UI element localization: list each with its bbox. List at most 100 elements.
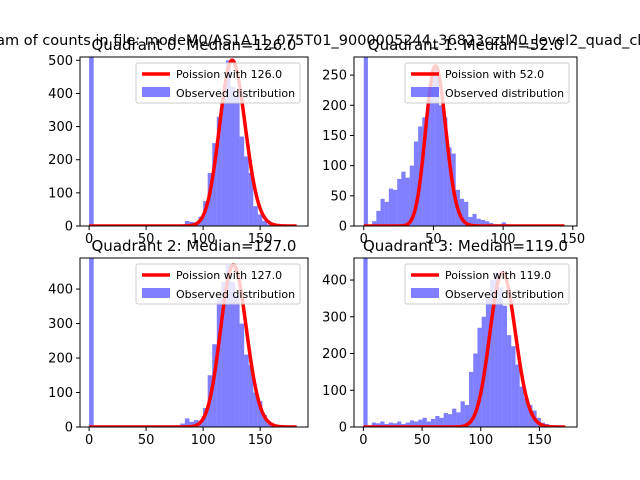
histogram-bar [528, 404, 533, 427]
histogram-bar [376, 423, 381, 427]
histogram-bar [485, 298, 491, 427]
histogram-bar [413, 141, 419, 226]
legend-observed-label: Observed distribution [445, 288, 564, 301]
histogram-bar [426, 421, 431, 427]
histogram-bar [371, 422, 377, 427]
histogram-bar [464, 404, 470, 427]
histogram-bar [189, 421, 194, 427]
axes-frame [79, 56, 309, 227]
histogram-bar [266, 423, 272, 427]
legend-box [404, 263, 570, 305]
poisson-curve [88, 58, 298, 226]
x-tick-label: 150 [248, 433, 273, 448]
histogram-bar [244, 354, 249, 427]
legend-observed-label: Observed distribution [176, 288, 295, 301]
x-tick-label: 100 [191, 232, 216, 247]
histogram-bar [523, 397, 529, 427]
histogram-bar [434, 66, 440, 226]
histogram-bar [230, 282, 236, 427]
subplot-quadrant-2: 0 50 100 150 0 100 200 300 400 Quadrant 2: Median… [48, 237, 309, 448]
subplot-title: Quadrant 1: Median=52.0 [368, 36, 563, 54]
histogram-bar [184, 418, 190, 427]
y-tick-label: 0 [65, 421, 73, 436]
histogram-bar [397, 421, 402, 427]
histogram-bar [511, 346, 516, 427]
y-tick-label: 500 [48, 54, 73, 69]
histogram-bar [393, 189, 398, 226]
histogram-bar [422, 117, 427, 226]
histogram-bar [401, 171, 406, 226]
x-tick-label: 50 [138, 433, 155, 448]
x-tick-label: 0 [85, 232, 93, 247]
subplot-title: Quadrant 2: Median=127.0 [92, 237, 297, 255]
histogram-bar [515, 364, 520, 427]
x-tick-label: 100 [468, 433, 493, 448]
histogram-bar [235, 295, 240, 427]
legend-observed-swatch [142, 87, 170, 97]
histogram-bar [230, 86, 236, 226]
histogram-bar [266, 224, 272, 226]
histogram-bar [435, 415, 440, 427]
x-tick-label: 150 [248, 232, 273, 247]
x-tick-label: 100 [191, 433, 216, 448]
legend-box [404, 62, 570, 104]
histogram-bar [225, 60, 231, 226]
x-tick-label: 50 [138, 232, 155, 247]
histogram-bar [472, 213, 477, 226]
histogram-bar [409, 420, 415, 427]
histogram-bar [501, 222, 506, 226]
legend-observed-swatch [411, 87, 439, 97]
histogram-bar [392, 423, 398, 427]
axes-frame [353, 56, 578, 227]
histogram-bar [426, 99, 431, 226]
legend-poisson-label: Poission with 127.0 [176, 269, 282, 282]
axes-frame [79, 257, 309, 428]
histogram-bar [460, 401, 465, 427]
histogram-bar [216, 299, 222, 427]
histogram-bar [212, 143, 217, 226]
histogram-bar [405, 177, 410, 226]
histogram-bar [468, 216, 473, 226]
histogram-bar [447, 147, 452, 226]
histogram-bar [257, 214, 263, 226]
x-tick-label: 50 [425, 232, 442, 247]
y-tick-label: 400 [48, 283, 73, 298]
histogram-bar [439, 105, 444, 226]
histogram-bar [490, 280, 495, 427]
y-tick-label: 400 [48, 87, 73, 102]
y-tick-label: 300 [322, 310, 347, 325]
legend-poisson-label: Poission with 126.0 [176, 68, 282, 81]
histogram-bar [253, 392, 258, 427]
y-tick-label: 300 [48, 120, 73, 135]
histogram-bar [477, 327, 482, 427]
x-tick-label: 0 [359, 433, 367, 448]
histogram-bar [452, 408, 457, 427]
histogram-bar [443, 413, 448, 427]
y-tick-label: 0 [65, 220, 73, 235]
y-tick-label: 200 [322, 347, 347, 362]
histogram-bar [380, 198, 385, 226]
histogram-bar [244, 156, 249, 226]
histogram-bar [519, 386, 524, 427]
x-tick-label: 150 [527, 433, 552, 448]
y-tick-label: 100 [322, 159, 347, 174]
legend-poisson-label: Poission with 52.0 [445, 68, 544, 81]
histogram-bar [430, 69, 435, 226]
y-tick-label: 200 [48, 153, 73, 168]
histogram-bar [473, 353, 478, 427]
axes-frame [353, 257, 578, 428]
histogram-bar [439, 417, 444, 427]
histogram-bar [372, 221, 377, 226]
histogram-bar [221, 98, 226, 226]
y-tick-label: 300 [48, 317, 73, 332]
histogram-bar [262, 221, 267, 226]
histogram-bar [262, 414, 267, 427]
x-tick-label: 0 [85, 433, 93, 448]
x-tick-label: 100 [491, 232, 516, 247]
y-tick-label: 0 [339, 421, 347, 436]
y-tick-label: 50 [330, 189, 347, 204]
histogram-bar [380, 421, 385, 427]
legend-observed-swatch [411, 288, 439, 298]
histogram-bar [235, 96, 240, 226]
histogram-bar [212, 344, 217, 427]
